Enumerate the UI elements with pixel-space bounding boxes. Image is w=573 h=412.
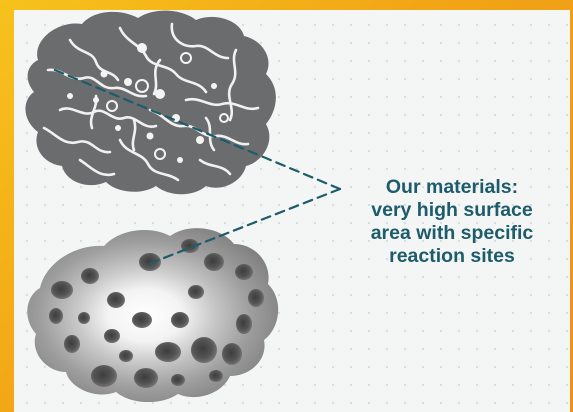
pore-openings bbox=[67, 43, 217, 163]
pore-network bbox=[42, 22, 260, 182]
pointer-line-to-spherical-particle bbox=[144, 187, 342, 267]
materials-caption: Our materials: very high surface area wi… bbox=[337, 176, 567, 268]
caption-line-1: Our materials: bbox=[385, 176, 519, 198]
spherical-particle-illustration bbox=[27, 228, 279, 403]
caption-line-3: area with specific bbox=[370, 222, 534, 244]
dashed-pointer-line bbox=[48, 66, 342, 267]
pointer-line-to-porous-particle bbox=[48, 66, 342, 191]
caption-line-2: very high surface bbox=[371, 199, 533, 221]
reaction-sites bbox=[49, 239, 264, 388]
caption-line-4: reaction sites bbox=[389, 245, 515, 267]
porous-particle-illustration bbox=[25, 10, 276, 195]
pore-rings bbox=[106, 52, 229, 160]
